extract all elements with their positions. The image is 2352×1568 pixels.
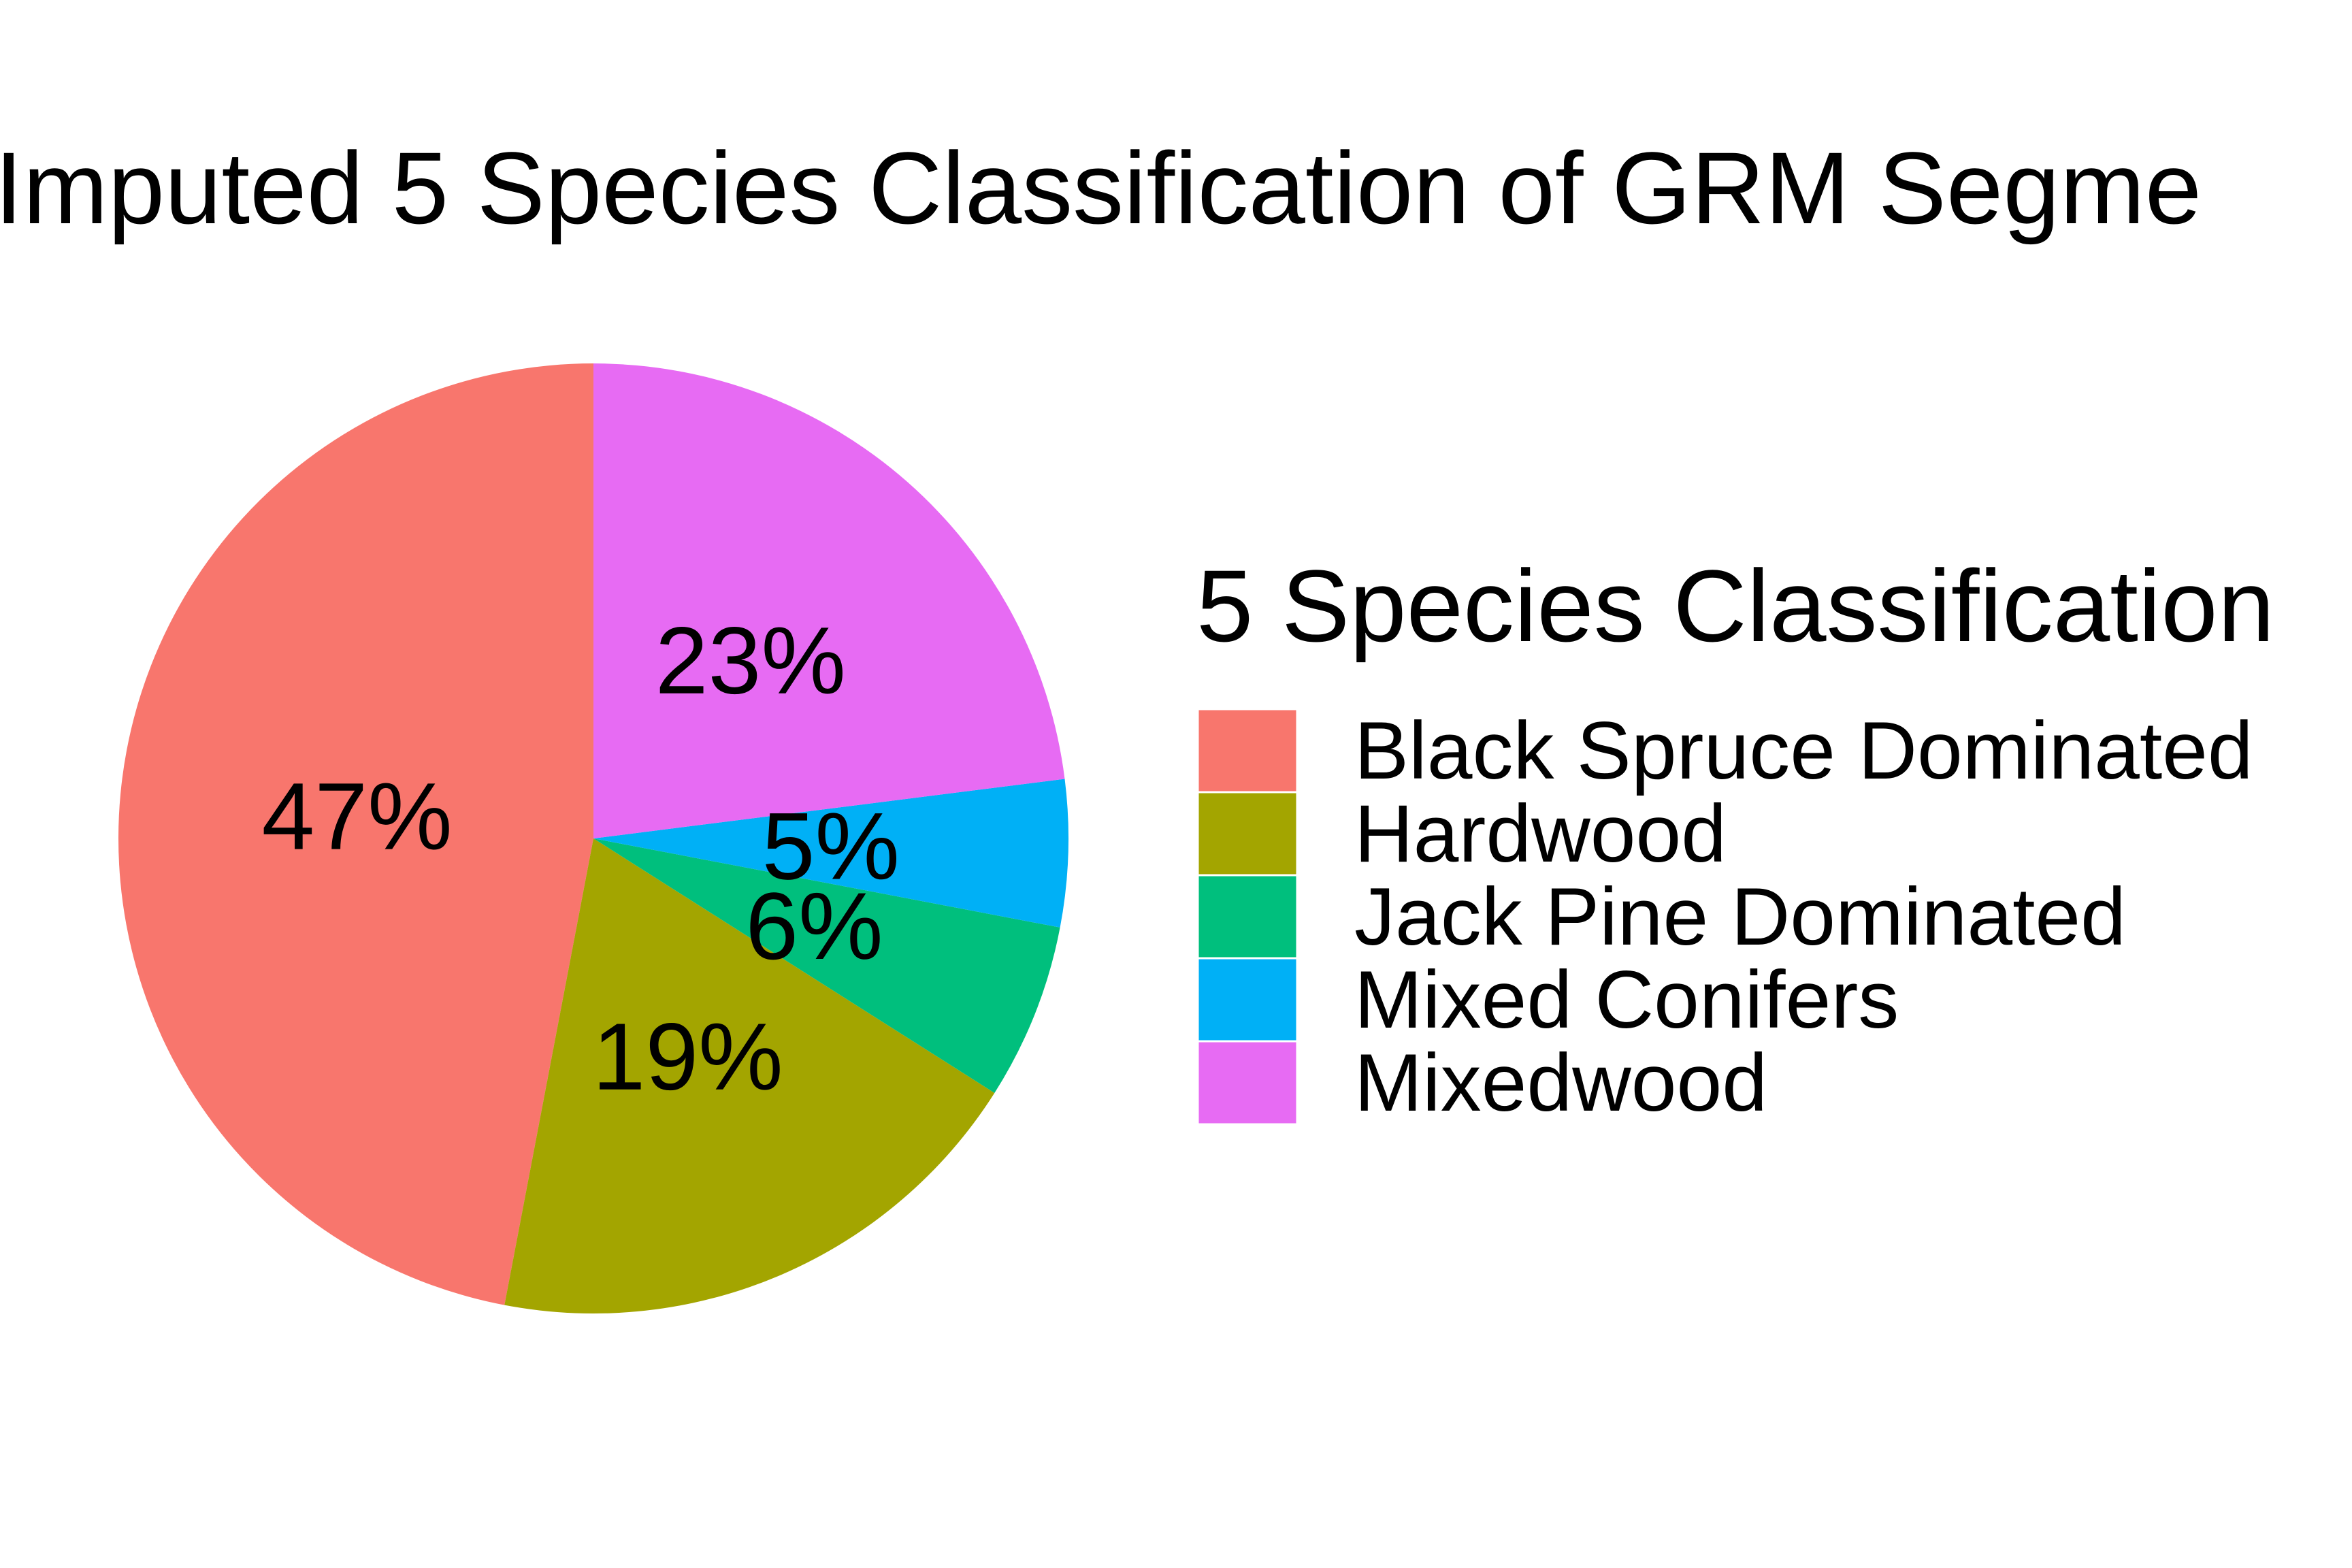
slice-label: 5% bbox=[762, 792, 900, 899]
legend-label: Mixed Conifers bbox=[1354, 954, 1899, 1045]
legend: 5 Species Classification Black Spruce Do… bbox=[1196, 549, 2274, 1128]
pie-slices bbox=[118, 363, 1069, 1313]
legend-label: Mixedwood bbox=[1354, 1037, 1767, 1128]
slice-label: 23% bbox=[655, 607, 846, 714]
legend-label: Jack Pine Dominated bbox=[1354, 871, 2126, 962]
pie-labels: 47% 19% 6%5% 23% bbox=[261, 607, 900, 1110]
legend-title: 5 Species Classification bbox=[1196, 549, 2274, 663]
slice-label: 6% bbox=[745, 872, 883, 979]
legend-label: Hardwood bbox=[1354, 788, 1727, 879]
legend-key-hardwood bbox=[1196, 791, 1298, 877]
legend-key-jack-pine-dominated bbox=[1196, 874, 1298, 960]
slice-label: 19% bbox=[592, 1003, 783, 1110]
pie-slice-mixed-conifers bbox=[593, 779, 1069, 928]
legend-key-mixedwood bbox=[1196, 1040, 1298, 1126]
legend-label: Black Spruce Dominated bbox=[1354, 705, 2253, 796]
pie-slice-black-spruce-dominated bbox=[118, 363, 593, 1305]
pie-slice-mixedwood bbox=[593, 363, 1065, 838]
chart-title: Imputed 5 Species Classification of GRM … bbox=[0, 131, 2202, 245]
legend-key-mixed-conifers bbox=[1196, 957, 1298, 1043]
legend-key-black-spruce-dominated bbox=[1196, 708, 1298, 794]
slice-label: 47% bbox=[261, 763, 452, 870]
pie-slice-jack-pine-dominated bbox=[593, 838, 1060, 1094]
pie-slice-hardwood bbox=[504, 838, 995, 1313]
